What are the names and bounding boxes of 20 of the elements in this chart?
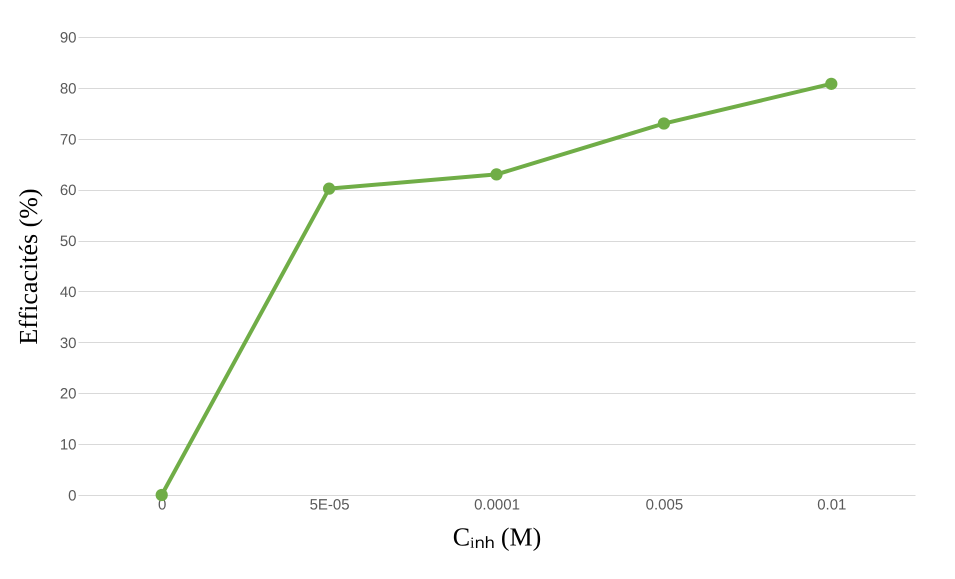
x-tick-label: 0.005 (646, 496, 684, 514)
point (658, 117, 670, 130)
point (322, 182, 336, 195)
y-tick-label: 60 (60, 182, 76, 200)
y-tick-label: 50 (60, 233, 76, 250)
y-tick-label: 40 (60, 284, 76, 301)
y-tick-label: 30 (60, 334, 76, 352)
x-tick-label: 5E-05 (310, 496, 350, 514)
point (490, 168, 503, 181)
x-tick-label: 0.01 (817, 496, 846, 514)
y-tick-label: 80 (60, 80, 76, 98)
y-tick-label: 70 (60, 131, 76, 148)
x-tick-label: 0.0001 (474, 496, 520, 514)
y-tick-label: 90 (60, 30, 76, 46)
y-tick-label: 20 (60, 386, 76, 403)
x-axis-title: Cᵢₙₕ (M) (452, 522, 542, 552)
y-tick-label: 10 (60, 436, 76, 454)
point (825, 78, 838, 90)
y-axis-title: Efficacités (%) (14, 188, 43, 345)
point (156, 488, 168, 502)
